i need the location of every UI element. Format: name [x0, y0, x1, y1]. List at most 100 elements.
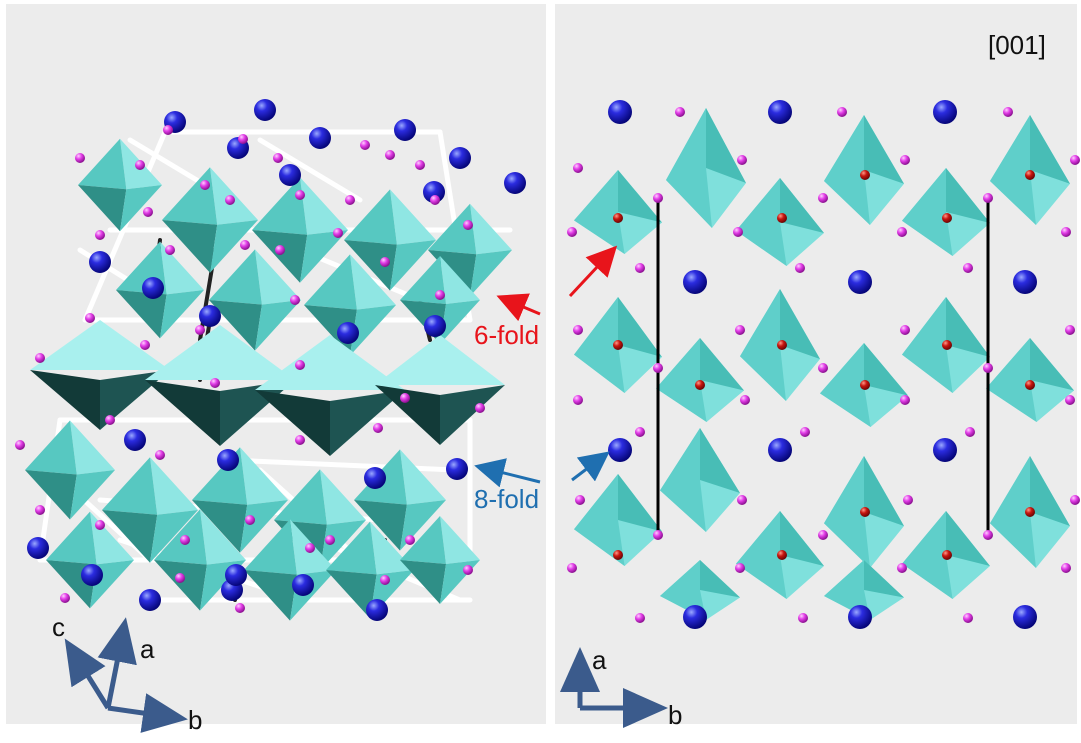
oxygen-atom — [200, 180, 210, 190]
oxygen-atom — [238, 134, 248, 144]
oxygen-atom — [800, 427, 810, 437]
oxygen-atom — [635, 613, 645, 623]
eight-fold-cation — [309, 127, 331, 149]
oxygen-atom — [75, 153, 85, 163]
polyhedron-face — [618, 474, 662, 532]
oxygen-atom — [95, 520, 105, 530]
oxygen-atom — [430, 195, 440, 205]
eight-fold-arrow-right — [571, 451, 610, 482]
left-axis-a-label: a — [140, 634, 155, 664]
polyhedron-face — [192, 500, 248, 553]
six-fold-label: 6-fold — [474, 320, 540, 350]
oxygen-atom — [965, 427, 975, 437]
polyhedron-face — [78, 138, 127, 190]
polyhedron-face — [946, 511, 990, 566]
polyhedron-face — [986, 338, 1037, 422]
polyhedron-face — [440, 300, 480, 344]
polyhedron-face — [574, 474, 625, 566]
polyhedron-face — [25, 470, 77, 520]
eight-fold-cation — [768, 100, 792, 124]
eight-fold-cation — [139, 589, 161, 611]
oxygen-atom — [897, 227, 907, 237]
polyhedron-face — [1030, 115, 1070, 184]
polyhedron-face — [344, 189, 397, 245]
oxygen-atom — [1061, 563, 1071, 573]
oxygen-atom — [15, 440, 25, 450]
polyhedron-face — [390, 189, 436, 245]
polyhedron-face — [240, 500, 288, 553]
oxygen-atom — [105, 415, 115, 425]
eight-fold-cation — [423, 181, 445, 203]
oxygen-atom — [567, 563, 577, 573]
eight-fold-cation — [608, 438, 632, 462]
polyhedron-face — [700, 338, 744, 391]
polyhedron-face — [700, 428, 740, 493]
polyhedron-face — [120, 185, 162, 232]
cage-bond — [227, 457, 458, 473]
oxygen-atom — [305, 543, 315, 553]
polyhedron-face — [326, 570, 377, 619]
oxygen-atom — [35, 353, 45, 363]
polyhedron-face — [780, 511, 824, 566]
polyhedron-face — [116, 290, 167, 339]
oxygen-atom — [333, 228, 343, 238]
polyhedron-face — [820, 343, 871, 427]
oxygen-atom — [163, 125, 173, 135]
oxygen-atom — [385, 150, 395, 160]
oxygen-atom — [345, 195, 355, 205]
polyhedron-face — [440, 385, 505, 445]
polyhedron-face — [330, 390, 405, 456]
polyhedron-face — [354, 500, 407, 551]
six-fold-cation — [860, 170, 870, 180]
eight-fold-cation — [504, 172, 526, 194]
polyhedron-face — [255, 335, 405, 390]
oxygen-atom — [675, 107, 685, 117]
oxygen-atom — [795, 263, 805, 273]
oxygen-atom — [575, 495, 585, 505]
polyhedron-face — [240, 447, 288, 505]
eight-fold-cation — [81, 564, 103, 586]
six-fold-arrow-right — [568, 245, 618, 298]
polyhedron-face — [864, 456, 904, 526]
oxygen-atom — [903, 495, 913, 505]
six-fold-cation — [942, 213, 952, 223]
oxygen-atom — [155, 450, 165, 460]
oxygen-atom — [400, 393, 410, 403]
six-fold-cation — [777, 550, 787, 560]
eight-fold-cation — [848, 605, 872, 629]
polyhedron-face — [154, 509, 207, 565]
polyhedron-face — [145, 325, 295, 380]
polyhedron-face — [440, 256, 480, 304]
six-fold-cation — [613, 340, 623, 350]
eight-fold-cation — [27, 537, 49, 559]
oxygen-atom — [35, 505, 45, 515]
polyhedron-face — [660, 428, 706, 532]
oxygen-atom — [798, 613, 808, 623]
oxygen-atom — [737, 155, 747, 165]
polyhedron-face — [902, 168, 953, 256]
polyhedron-face — [400, 449, 446, 505]
oxygen-atom — [275, 245, 285, 255]
polyhedron-face — [145, 380, 220, 446]
eight-fold-cation — [292, 574, 314, 596]
polyhedron-face — [400, 256, 446, 304]
oxygen-atom — [900, 155, 910, 165]
polyhedron-face — [200, 509, 246, 565]
cage-bond — [257, 137, 363, 203]
polyhedron-face — [780, 289, 820, 359]
polyhedron-face — [350, 254, 396, 310]
oxygen-atom — [325, 535, 335, 545]
left-axis-b-label: b — [188, 705, 203, 735]
oxygen-atom — [733, 227, 743, 237]
oxygen-atom — [140, 340, 150, 350]
left-axis-c-arrow — [64, 638, 111, 710]
polyhedron-face — [30, 320, 170, 370]
polyhedron-face — [990, 456, 1036, 568]
oxygen-atom — [225, 195, 235, 205]
left-axis-a-arrow — [97, 617, 137, 709]
oxygen-atom — [635, 427, 645, 437]
eight-fold-cation — [933, 100, 957, 124]
polyhedron-face — [70, 470, 115, 520]
polyhedron-face — [824, 115, 870, 225]
